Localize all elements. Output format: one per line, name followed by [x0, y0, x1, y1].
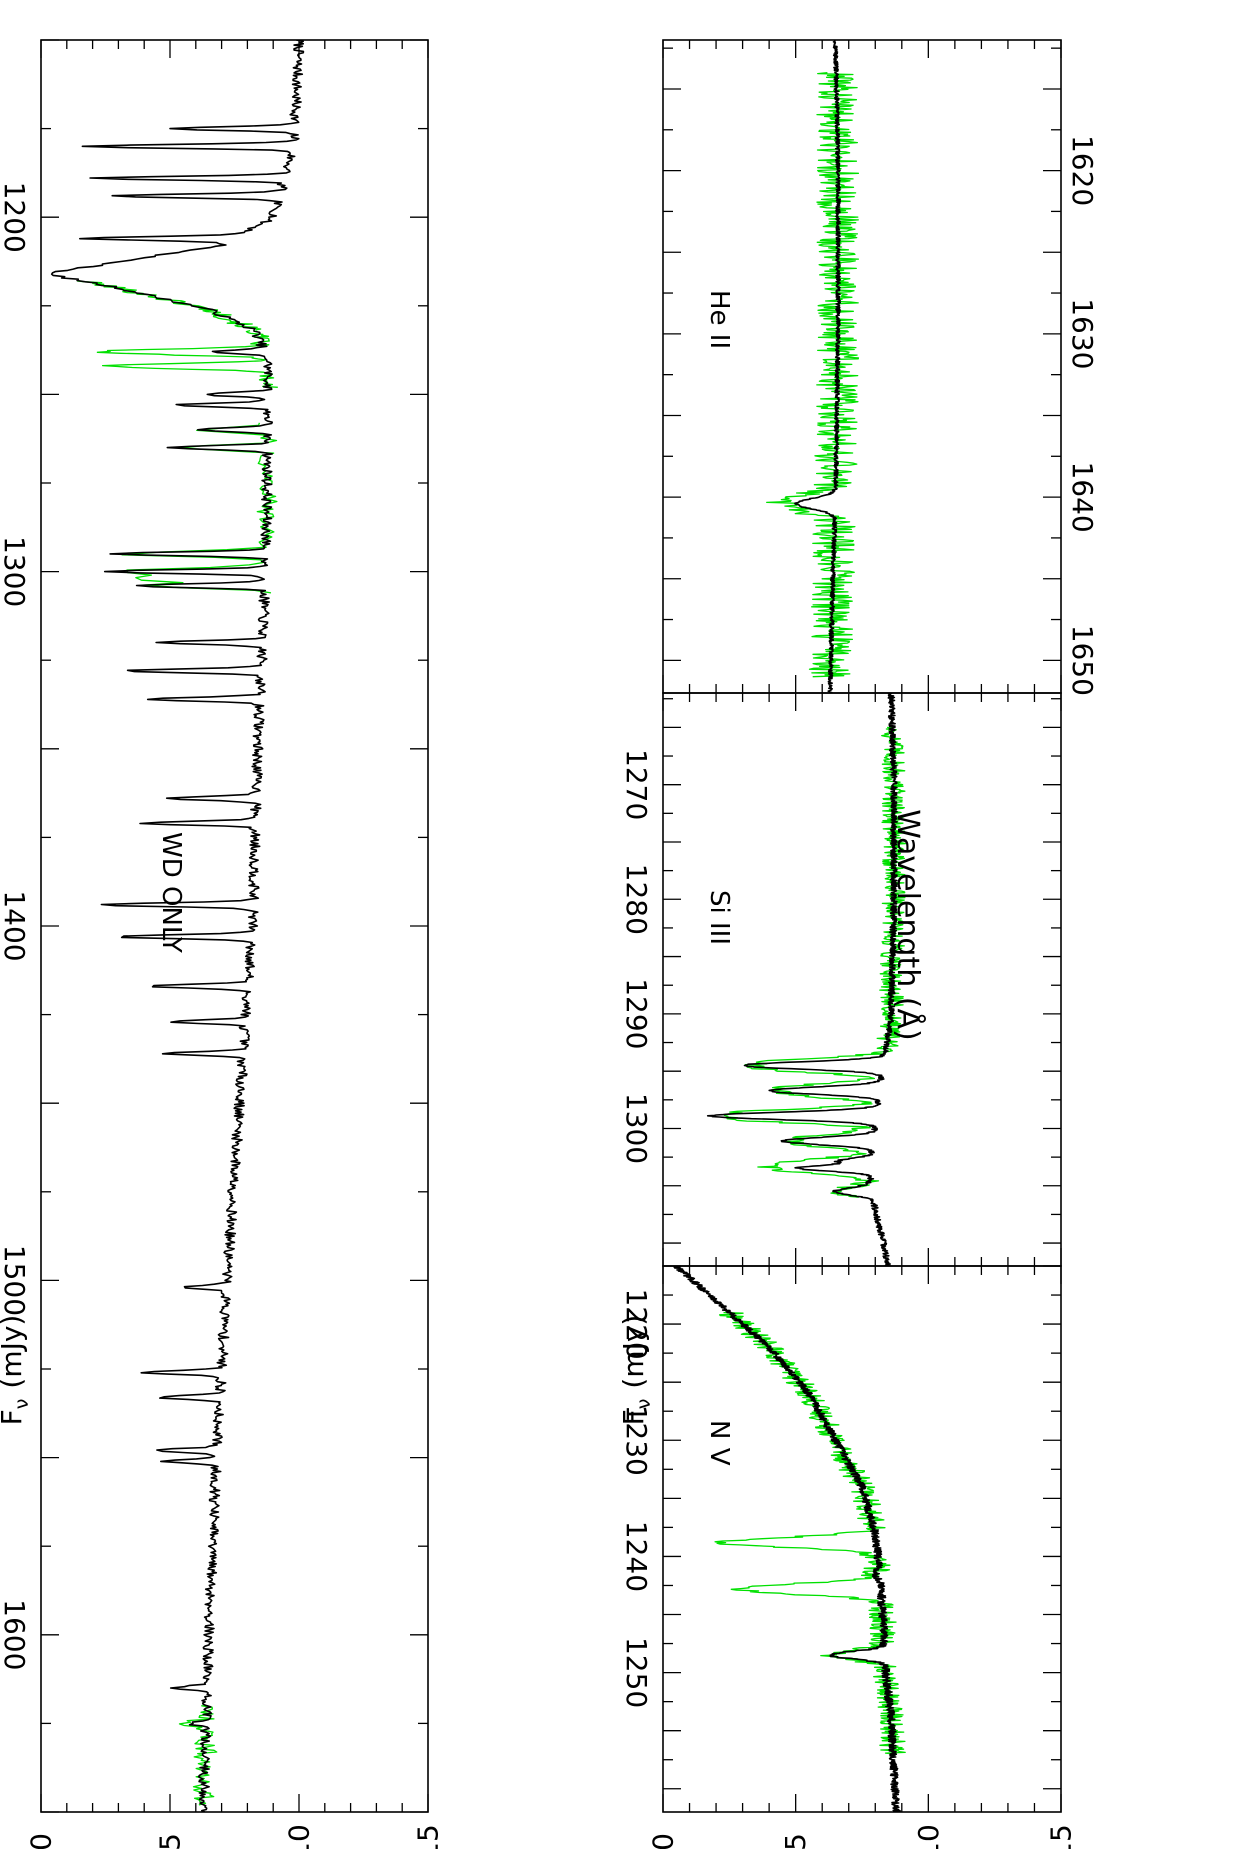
panel-top: 1200 1300 1400 1500 1600 0 5 10 15: [0, 39, 445, 1849]
ylabel-sub: ν: [633, 1399, 655, 1410]
annotation-he-ii: He II: [704, 290, 734, 349]
x-tick-label: 1600: [0, 1599, 31, 1670]
y-tick-label: 5: [779, 1833, 812, 1849]
x-tick-label: 1220: [620, 1288, 653, 1359]
x-tick-label: 1400: [0, 890, 31, 961]
model-spectrum: [706, 693, 898, 1266]
observed-spectrum: [178, 1705, 218, 1806]
x-tick-label: 1290: [620, 978, 653, 1049]
x-axis-title: Wavelength (Å): [890, 809, 926, 1040]
x-tick-label: 1640: [1066, 461, 1099, 532]
x-tick-label: 1630: [1066, 298, 1099, 369]
panel-he-ii: 1620 1630 1640 1650: [662, 39, 1099, 696]
annotation-si-iii: Si III: [704, 890, 734, 945]
panel-n-v: 1220 1230 1240 1250 0 5 10 15: [620, 1265, 1078, 1849]
ylabel-main: F: [617, 1409, 650, 1425]
annotation-wd-only: WD ONLY: [156, 832, 186, 953]
plot-frame: [662, 39, 1062, 694]
model-spectrum: [50, 40, 305, 1812]
x-tick-label: 1280: [620, 864, 653, 935]
observed-spectrum: [766, 72, 860, 678]
x-tick-label: 1650: [1066, 625, 1099, 696]
y-tick-label: 0: [25, 1833, 58, 1849]
y-tick-label: 10: [283, 1824, 316, 1849]
y-tick-label: 0: [647, 1833, 680, 1849]
ylabel-unit: (mJy): [617, 1315, 650, 1389]
x-tick-label: 1200: [0, 182, 31, 253]
annotation-n-v: N V: [704, 1420, 734, 1466]
y-tick-label: 5: [154, 1833, 187, 1849]
x-tick-label: 1620: [1066, 135, 1099, 206]
x-tick-label: 1500: [0, 1245, 31, 1316]
y-tick-label: 15: [1045, 1824, 1078, 1849]
y-tick-label: 15: [412, 1824, 445, 1849]
x-tick-label: 1240: [620, 1521, 653, 1592]
panel-si-iii: 1270 1280 1290 1300: [620, 692, 1062, 1267]
x-tick-label: 1300: [620, 1093, 653, 1164]
svg-text:Fν(mJy): Fν (mJy): [0, 1315, 33, 1426]
svg-text:Fν(mJy): Fν (mJy): [617, 1315, 655, 1426]
y-axis-title-bottom: Fν (mJy): [617, 1315, 655, 1426]
y-axis-title-top: Fν (mJy): [0, 1315, 33, 1426]
ylabel-main: F: [0, 1409, 28, 1425]
ylabel-sub: ν: [11, 1399, 33, 1410]
observed-spectrum: [723, 726, 907, 1198]
y-tick-label: 10: [912, 1824, 945, 1849]
x-tick-label: 1300: [0, 536, 31, 607]
plot-frame: [662, 1265, 1062, 1813]
model-spectrum: [673, 1266, 901, 1812]
plot-frame: [40, 39, 429, 1813]
ylabel-unit: (mJy): [0, 1315, 28, 1389]
observed-spectrum: [96, 329, 278, 388]
observed-spectrum: [77, 280, 262, 332]
x-tick-label: 1270: [620, 749, 653, 820]
x-tick-label: 1250: [620, 1637, 653, 1708]
x-tick-label: 1230: [620, 1405, 653, 1476]
model-spectrum: [794, 40, 841, 693]
